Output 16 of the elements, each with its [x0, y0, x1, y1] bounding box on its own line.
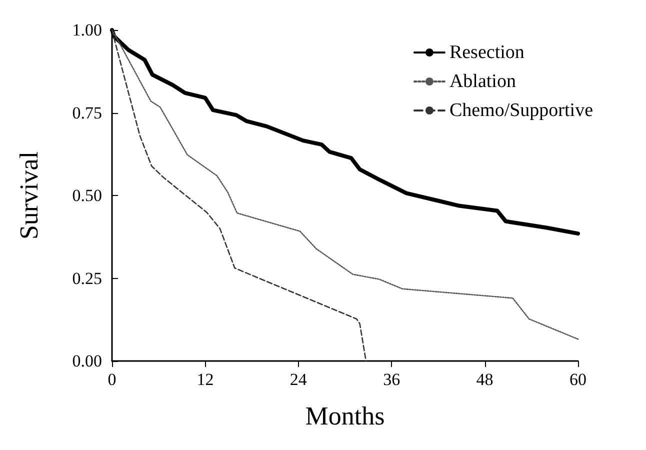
- x-tick-label: 24: [290, 370, 308, 389]
- y-axis-title: Survival: [14, 151, 44, 240]
- x-tick-label: 60: [570, 370, 586, 389]
- x-tick-label: 48: [476, 370, 494, 389]
- x-tick-label: 12: [196, 370, 214, 389]
- y-tick-label: 0.75: [72, 103, 102, 122]
- y-tick-label: 0.00: [72, 352, 102, 370]
- y-tick-label: 0.50: [72, 186, 102, 205]
- legend-label: Ablation: [449, 71, 516, 92]
- y-tick-label: 0.25: [72, 268, 102, 288]
- legend-label: Chemo/Supportive: [449, 100, 594, 121]
- x-axis-title: Months: [305, 402, 385, 430]
- y-tick-label: 1.00: [72, 20, 102, 40]
- legend-label: Resection: [449, 42, 525, 63]
- x-tick-label: 0: [108, 370, 116, 389]
- x-tick-label: 36: [383, 370, 400, 389]
